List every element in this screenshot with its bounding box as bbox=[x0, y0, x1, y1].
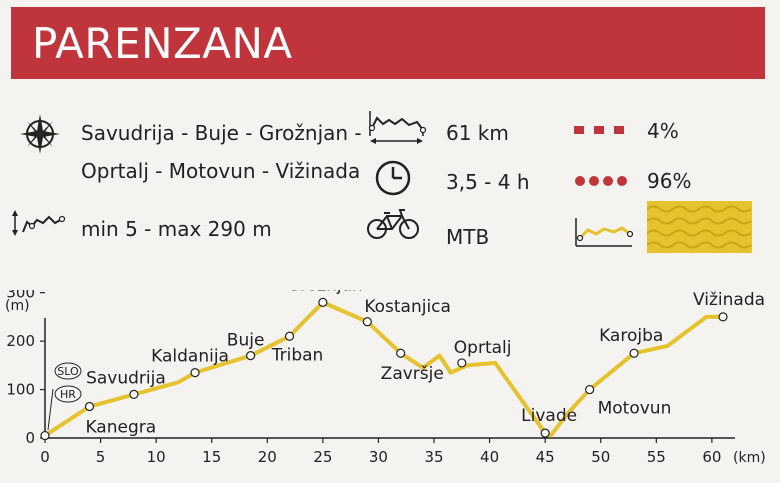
y-axis-label: (m) bbox=[5, 298, 30, 314]
y-tick-label: 200 bbox=[6, 332, 35, 350]
waypoint-zavr-je bbox=[396, 348, 406, 358]
waypoint-label-vi-inada: Vižinada bbox=[693, 290, 765, 310]
y-tick-label: 0 bbox=[25, 429, 35, 447]
x-tick-label: 25 bbox=[313, 448, 332, 466]
route-line-1: Savudrija - Buje - Grožnjan - bbox=[81, 121, 362, 145]
waypoint-label-motovun: Motovun bbox=[598, 399, 672, 419]
elevation-range: min 5 - max 290 m bbox=[81, 217, 272, 241]
waypoint-kostanjica bbox=[362, 317, 372, 327]
waypoint-savudrija bbox=[129, 389, 139, 400]
badge-label: SLO bbox=[57, 365, 79, 378]
dotted-line-icon bbox=[575, 176, 627, 186]
x-tick-label: 60 bbox=[702, 448, 721, 466]
x-tick-label: 5 bbox=[96, 448, 106, 466]
y-tick-label: 100 bbox=[6, 381, 35, 399]
compass-icon bbox=[20, 114, 60, 154]
elevation-line bbox=[43, 300, 723, 438]
x-tick-label: 45 bbox=[536, 448, 555, 466]
badge-outline bbox=[54, 385, 82, 403]
clock-icon bbox=[375, 160, 411, 196]
waypoint-kaldanija bbox=[190, 368, 200, 378]
y-tick-label: 300 bbox=[6, 290, 35, 302]
bike-type: MTB bbox=[446, 225, 490, 249]
dashed-line-icon bbox=[574, 126, 624, 134]
waypoint-karojba bbox=[629, 348, 639, 358]
x-tick-label: 10 bbox=[147, 448, 166, 466]
terrain-profile-icon bbox=[575, 218, 634, 247]
border-badge-hr: HR bbox=[54, 385, 82, 403]
waypoint-label-savudrija: Savudrija bbox=[86, 368, 166, 388]
distance-icon bbox=[368, 111, 427, 144]
waypoint-vi-inada bbox=[718, 312, 728, 322]
x-tick-label: 0 bbox=[40, 448, 50, 466]
paved-percentage: 4% bbox=[647, 119, 679, 143]
x-tick-label: 30 bbox=[369, 448, 388, 466]
x-tick-label: 35 bbox=[424, 448, 443, 466]
waypoint-label-buje: Buje bbox=[227, 331, 265, 351]
waypoint-livade bbox=[540, 428, 550, 438]
x-tick-label: 15 bbox=[202, 448, 221, 466]
waypoint-label-zavr-je: Završje bbox=[381, 364, 444, 384]
waypoint-oprtalj bbox=[457, 358, 467, 368]
waypoint-label-karojba: Karojba bbox=[599, 326, 663, 346]
elevation-profile-icon bbox=[12, 210, 66, 236]
badge-outline bbox=[54, 362, 82, 380]
x-tick-label: 50 bbox=[591, 448, 610, 466]
page-title: PARENZANA bbox=[32, 19, 293, 68]
x-tick-label: 20 bbox=[258, 448, 277, 466]
distance-value: 61 km bbox=[446, 121, 509, 145]
bicycle-icon bbox=[367, 209, 419, 239]
waypoint-triban bbox=[284, 331, 295, 341]
waypoint-label-kaldanija: Kaldanija bbox=[151, 347, 229, 367]
route-line-2: Oprtalj - Motovun - Vižinada bbox=[81, 159, 361, 183]
waypoint-label-oprtalj: Oprtalj bbox=[454, 338, 512, 358]
terrain-texture-swatch bbox=[647, 201, 752, 253]
border-marker bbox=[47, 388, 54, 431]
x-axis-label: (km) bbox=[733, 450, 766, 466]
waypoint-motovun bbox=[585, 384, 595, 395]
duration-value: 3,5 - 4 h bbox=[446, 170, 530, 194]
waypoint-label-gro-njan: Grožnjan bbox=[287, 290, 363, 295]
waypoint-buje bbox=[246, 351, 256, 361]
x-tick-label: 40 bbox=[480, 448, 499, 466]
waypoint-label-triban: Triban bbox=[271, 345, 324, 365]
waypoint-label-kanegra: Kanegra bbox=[85, 418, 156, 438]
waypoint-kanegra bbox=[84, 401, 95, 412]
gravel-percentage: 96% bbox=[647, 169, 692, 193]
waypoint-label-livade: Livade bbox=[521, 406, 577, 426]
start-point bbox=[40, 430, 50, 441]
waypoint-label-kostanjica: Kostanjica bbox=[364, 297, 451, 317]
title-bar: PARENZANA bbox=[11, 7, 765, 79]
x-tick-label: 55 bbox=[647, 448, 666, 466]
badge-label: HR bbox=[60, 388, 76, 401]
waypoint-gro-njan bbox=[318, 297, 328, 307]
elevation-profile-chart: 0 5 10 15 20 25 30 35 40 45 50 55 60 0 100 200 300(m) (km… bbox=[5, 290, 766, 466]
border-badge-slo: SLO bbox=[54, 362, 82, 380]
